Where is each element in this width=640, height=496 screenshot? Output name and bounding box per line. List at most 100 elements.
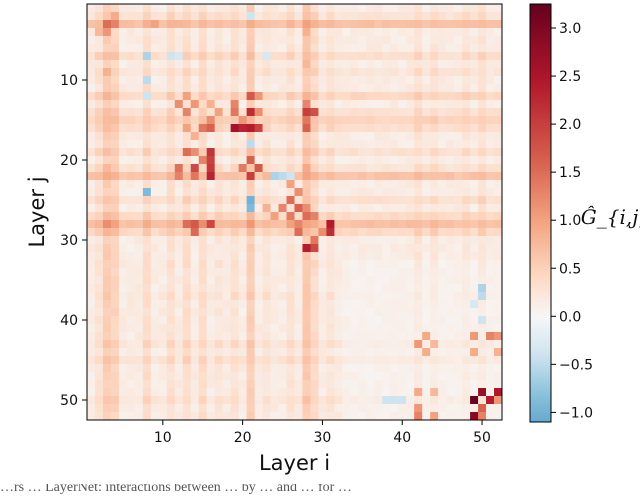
heatmap-cell xyxy=(414,132,423,141)
heatmap-cell xyxy=(358,172,367,181)
heatmap-cell xyxy=(398,84,407,93)
heatmap-cell xyxy=(158,68,168,77)
heatmap-cell xyxy=(262,332,271,341)
heatmap-cell xyxy=(118,356,128,365)
heatmap-cell xyxy=(110,148,120,157)
heatmap-cell xyxy=(214,60,224,69)
heatmap-cell xyxy=(230,212,240,221)
heatmap-cell xyxy=(87,388,96,397)
heatmap-cell xyxy=(214,92,224,101)
heatmap-cell xyxy=(390,84,399,93)
heatmap-cell xyxy=(430,380,439,389)
heatmap-cell xyxy=(206,236,216,245)
heatmap-cell xyxy=(262,164,271,173)
heatmap-cell xyxy=(174,84,184,93)
heatmap-cell xyxy=(350,188,359,197)
heatmap-cell xyxy=(166,300,176,309)
heatmap-cell xyxy=(454,276,463,285)
heatmap-cell xyxy=(214,100,224,109)
heatmap-cell xyxy=(102,100,112,109)
heatmap-cell xyxy=(342,188,351,197)
heatmap-cell xyxy=(430,220,439,229)
heatmap-cell xyxy=(326,412,335,421)
heatmap-cell xyxy=(302,140,311,149)
heatmap-cell xyxy=(414,84,423,93)
heatmap-cell xyxy=(222,196,232,205)
heatmap-cell xyxy=(87,236,96,245)
heatmap-cell xyxy=(406,132,415,141)
heatmap-cell xyxy=(478,252,487,261)
heatmap-cell xyxy=(310,284,319,293)
heatmap-cell xyxy=(366,68,375,77)
heatmap-cell xyxy=(342,204,351,213)
heatmap-cell xyxy=(198,156,208,165)
heatmap-cell xyxy=(302,380,311,389)
heatmap-cell xyxy=(270,28,279,37)
heatmap-cell xyxy=(158,84,168,93)
heatmap-cell xyxy=(462,228,471,237)
heatmap-cell xyxy=(166,180,176,189)
heatmap-cell xyxy=(358,212,367,221)
heatmap-cell xyxy=(398,276,407,285)
heatmap-cell xyxy=(446,412,455,421)
heatmap-cell xyxy=(150,36,160,45)
heatmap-cell xyxy=(126,20,136,29)
heatmap-cell xyxy=(214,412,224,421)
heatmap-cell xyxy=(142,308,152,317)
heatmap-cell xyxy=(446,36,455,45)
heatmap-cell xyxy=(462,212,471,221)
heatmap-cell xyxy=(110,196,120,205)
heatmap-cell xyxy=(478,268,487,277)
heatmap-cell xyxy=(486,348,495,357)
heatmap-cell xyxy=(222,388,232,397)
heatmap-cell xyxy=(110,164,120,173)
heatmap-cell xyxy=(174,76,184,85)
heatmap-cell xyxy=(318,364,327,373)
heatmap-cell xyxy=(206,412,216,421)
heatmap-cell xyxy=(150,292,160,301)
heatmap-cell xyxy=(462,36,471,45)
heatmap-cell xyxy=(126,84,136,93)
heatmap-cell xyxy=(262,260,271,269)
heatmap-cell xyxy=(310,236,319,245)
heatmap-cell xyxy=(366,412,375,421)
heatmap-cell xyxy=(150,116,160,125)
heatmap-cell xyxy=(422,252,431,261)
heatmap-cell xyxy=(158,268,168,277)
heatmap-cell xyxy=(190,44,200,53)
heatmap-cell xyxy=(270,388,279,397)
heatmap-cell xyxy=(278,84,287,93)
heatmap-cell xyxy=(294,324,303,333)
heatmap-cell xyxy=(286,228,295,237)
heatmap-cell xyxy=(422,292,431,301)
heatmap-cell xyxy=(406,180,415,189)
heatmap-cell xyxy=(87,396,96,405)
heatmap-cell xyxy=(214,404,224,413)
heatmap-cell xyxy=(294,228,303,237)
heatmap-cell xyxy=(366,364,375,373)
heatmap-cell xyxy=(438,316,447,325)
heatmap-cell xyxy=(262,380,271,389)
heatmap-cell xyxy=(302,244,311,253)
heatmap-cell xyxy=(350,404,359,413)
heatmap-cell xyxy=(326,68,335,77)
heatmap-cell xyxy=(374,316,383,325)
heatmap-cell xyxy=(398,268,407,277)
heatmap-cell xyxy=(446,156,455,165)
heatmap-cell xyxy=(94,260,104,269)
heatmap-cell xyxy=(326,356,335,365)
heatmap-cell xyxy=(310,60,319,69)
heatmap-cell xyxy=(318,244,327,253)
heatmap-cell xyxy=(470,228,479,237)
heatmap-cell xyxy=(150,364,160,373)
heatmap-cell xyxy=(486,140,495,149)
heatmap-cell xyxy=(102,260,112,269)
heatmap-cell xyxy=(406,100,415,109)
heatmap-cell xyxy=(190,76,200,85)
heatmap-cell xyxy=(118,268,128,277)
heatmap-cell xyxy=(190,268,200,277)
heatmap-cell xyxy=(478,332,487,341)
heatmap-cell xyxy=(318,404,327,413)
heatmap-cell xyxy=(454,364,463,373)
heatmap-cell xyxy=(382,20,391,29)
